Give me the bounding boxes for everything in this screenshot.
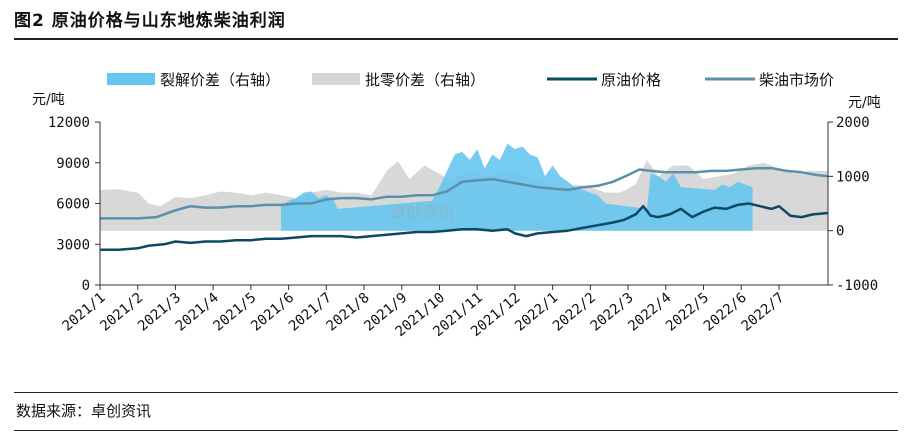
data-source: 数据来源：卓创资讯 [16, 402, 152, 420]
right-axis-unit: 元/吨 [848, 95, 881, 111]
legend-label-wholesale-retail-spread: 批零价差（右轴） [365, 71, 485, 89]
watermark: 卓创资讯 [390, 203, 454, 222]
x-tick-label: 2022/7 [739, 290, 788, 335]
chart-svg: 裂解价差（右轴） 批零价差（右轴） 原油价格 柴油市场价 元/吨 元/吨 卓创资… [32, 71, 881, 340]
area-series [100, 143, 828, 231]
left-tick-label: 9000 [56, 156, 90, 172]
left-axis-unit: 元/吨 [32, 92, 65, 108]
line-series [100, 166, 829, 251]
legend-label-crack-spread: 裂解价差（右轴） [160, 71, 280, 89]
area-crack-spread [281, 143, 753, 231]
left-tick-label: 12000 [48, 115, 90, 131]
right-tick-label: 1000 [836, 169, 870, 185]
bottom-rule [14, 430, 898, 431]
left-tick-label: 3000 [56, 237, 90, 253]
line-crude-price [100, 202, 829, 251]
right-tick-label: 2000 [836, 115, 870, 131]
legend-label-crude-price: 原油价格 [601, 71, 661, 89]
chart-title: 图2 原油价格与山东地炼柴油利润 [14, 11, 286, 31]
line-diesel-price [100, 166, 829, 220]
top-rule [14, 38, 898, 40]
legend-swatch-wholesale-retail-spread [312, 73, 360, 85]
left-tick-label: 0 [82, 278, 90, 294]
legend-label-diesel-price: 柴油市场价 [759, 71, 834, 89]
footer-rule [14, 392, 898, 393]
right-tick-label: 0 [836, 224, 844, 240]
legend-swatch-crack-spread [107, 73, 155, 85]
legend: 裂解价差（右轴） 批零价差（右轴） 原油价格 柴油市场价 [107, 71, 834, 89]
right-tick-label: -1000 [836, 278, 878, 294]
left-tick-label: 6000 [56, 197, 90, 213]
